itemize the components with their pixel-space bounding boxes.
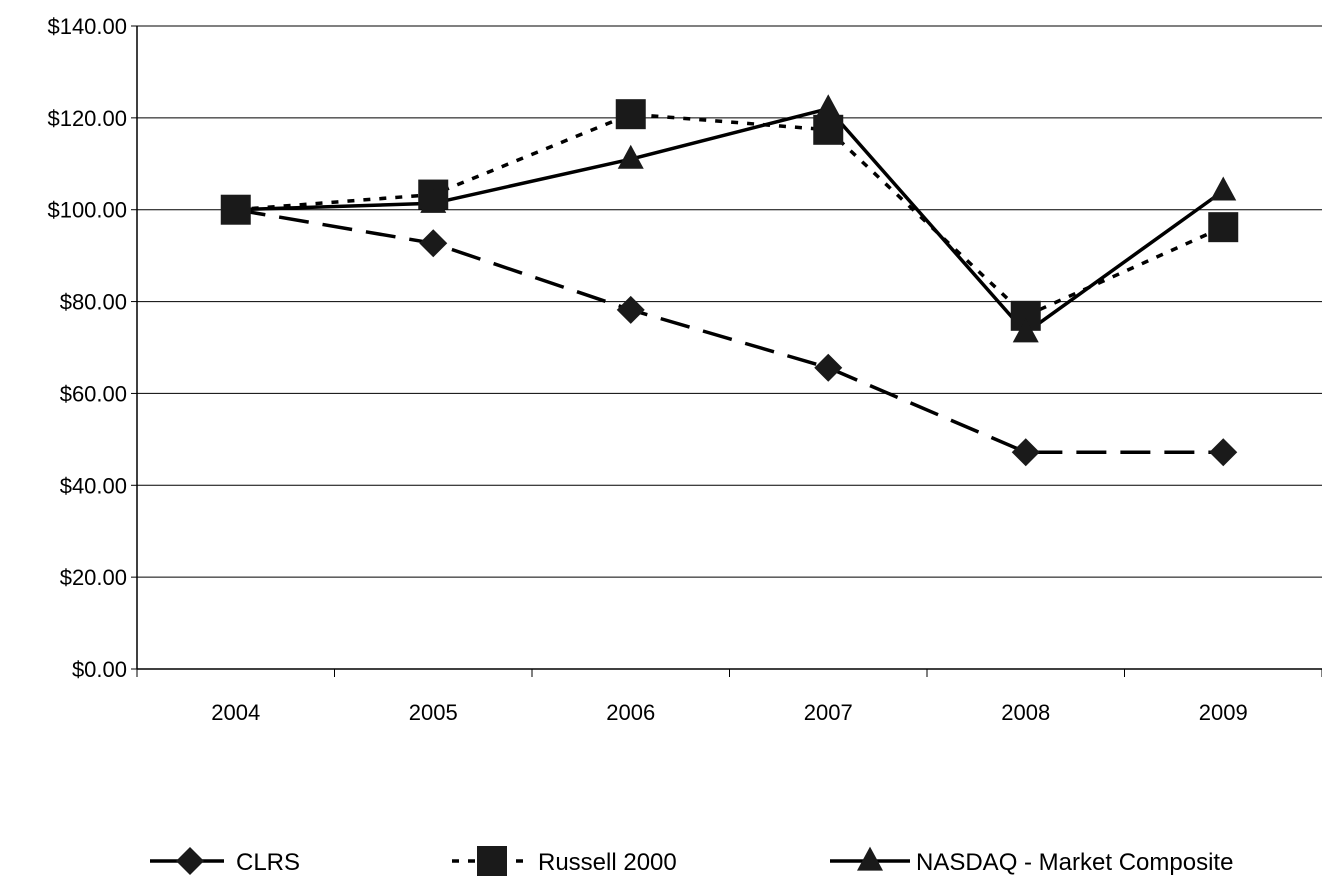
data-point-clrs xyxy=(1209,438,1238,467)
data-point-nasdaq-market-composite xyxy=(222,195,249,220)
y-tick-label: $0.00 xyxy=(72,657,127,682)
series-line-nasdaq-market-composite xyxy=(235,106,1225,335)
x-tick-label: 2006 xyxy=(606,700,655,725)
data-point-russell-2000 xyxy=(1208,212,1239,243)
x-tick-label: 2007 xyxy=(804,700,853,725)
legend: CLRS Russell 2000 NASDAQ - Market Composit… xyxy=(150,846,1233,876)
legend-item-clrs: CLRS xyxy=(150,847,300,876)
data-point-russell-2000 xyxy=(615,99,646,130)
axes: $0.00 $20.00 $40.00 $60.00 $80.00 $100.00 $120… xyxy=(47,14,1322,725)
gridlines xyxy=(137,25,1322,578)
legend-marker xyxy=(176,847,204,875)
legend-label: CLRS xyxy=(236,849,300,876)
y-tick-label: $20.00 xyxy=(60,565,127,590)
x-tick-label: 2008 xyxy=(1001,700,1050,725)
y-tick-label: $80.00 xyxy=(60,290,127,315)
data-point-nasdaq-market-composite xyxy=(815,94,842,119)
legend-marker xyxy=(857,846,883,871)
data-point-clrs xyxy=(419,229,448,258)
legend-marker xyxy=(477,846,507,876)
data-point-nasdaq-market-composite xyxy=(1210,176,1237,201)
x-tick-label: 2004 xyxy=(211,700,260,725)
data-point-clrs xyxy=(1011,438,1040,467)
data-point-nasdaq-market-composite xyxy=(420,188,447,213)
y-tick-label: $40.00 xyxy=(60,473,127,498)
data-point-nasdaq-market-composite xyxy=(1012,318,1039,343)
y-tick-label: $100.00 xyxy=(47,198,127,223)
y-tick-label: $60.00 xyxy=(60,381,127,406)
data-point-russell-2000 xyxy=(813,114,844,145)
series-lines xyxy=(235,106,1225,454)
y-tick-label: $140.00 xyxy=(47,14,127,39)
series-line-clrs xyxy=(235,207,1224,454)
legend-label: Russell 2000 xyxy=(538,849,677,876)
legend-label: NASDAQ - Market Composite xyxy=(916,849,1233,876)
legend-item-nasdaq-market-composite: NASDAQ - Market Composite xyxy=(830,846,1233,876)
series-line-russell-2000 xyxy=(235,112,1224,318)
data-point-clrs xyxy=(814,353,843,382)
x-tick-label: 2005 xyxy=(409,700,458,725)
series-markers xyxy=(220,94,1239,467)
y-tick-label: $120.00 xyxy=(47,106,127,131)
data-point-clrs xyxy=(616,295,645,324)
legend-item-russell-2000: Russell 2000 xyxy=(452,846,677,876)
data-point-nasdaq-market-composite xyxy=(617,144,644,169)
x-tick-label: 2009 xyxy=(1199,700,1248,725)
